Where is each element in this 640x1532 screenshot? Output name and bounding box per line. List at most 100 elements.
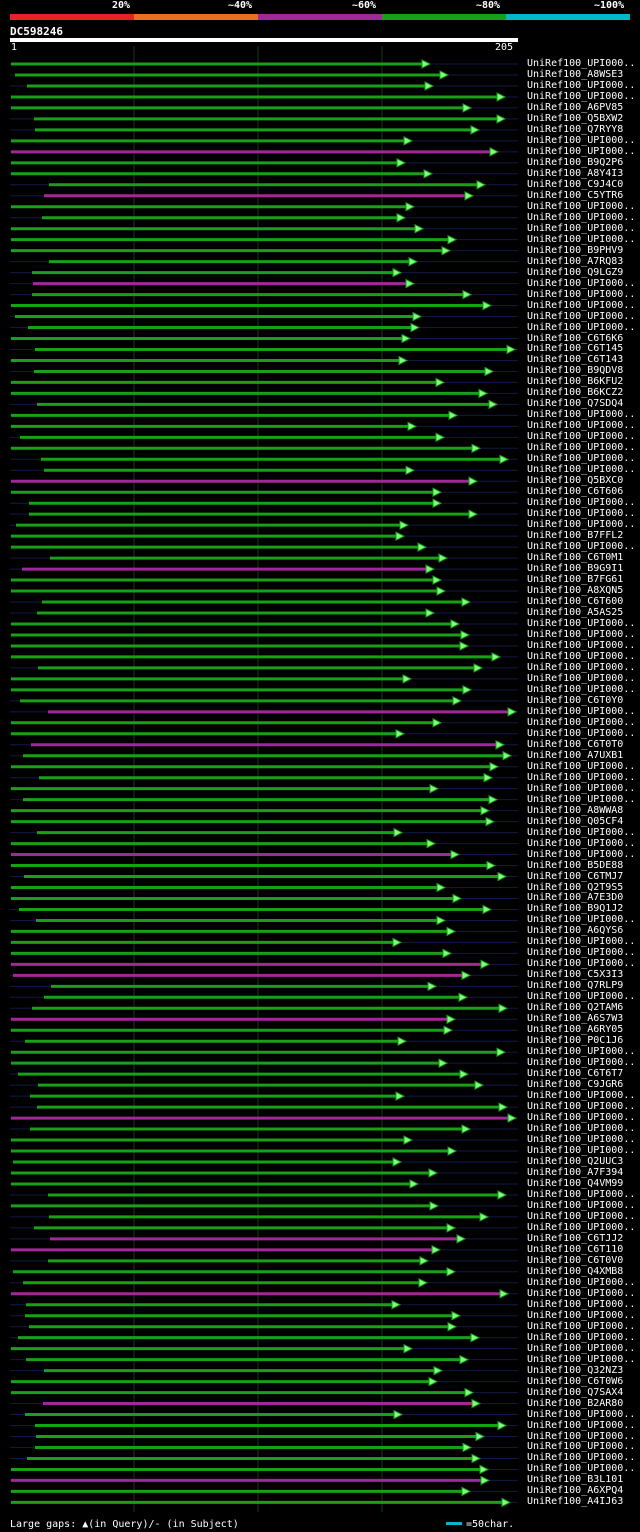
hit-label[interactable]: UniRef100_UPI000.. — [527, 1320, 636, 1332]
hit-label[interactable]: UniRef100_Q05CF4 — [527, 815, 624, 827]
hit-label[interactable]: UniRef100_B3L101 — [527, 1474, 624, 1486]
hit-label[interactable]: UniRef100_B7FFL2 — [527, 530, 624, 542]
hit-label[interactable]: UniRef100_UPI000.. — [527, 211, 636, 223]
hit-label[interactable]: UniRef100_UPI000.. — [527, 508, 636, 520]
hit-label[interactable]: UniRef100_C6T606 — [527, 486, 624, 498]
hit-label[interactable]: UniRef100_UPI000.. — [527, 1463, 636, 1475]
hit-label[interactable]: UniRef100_UPI000.. — [527, 79, 636, 91]
hit-label[interactable]: UniRef100_UPI000.. — [527, 1046, 636, 1058]
hit-label[interactable]: UniRef100_UPI000.. — [527, 145, 636, 157]
hit-label[interactable]: UniRef100_UPI000.. — [527, 1452, 636, 1464]
hit-label[interactable]: UniRef100_Q32NZ3 — [527, 1364, 624, 1376]
hit-label[interactable]: UniRef100_C6TJJ2 — [527, 1232, 624, 1244]
hit-label[interactable]: UniRef100_A6QYS6 — [527, 925, 624, 937]
hit-label[interactable]: UniRef100_B9G9I1 — [527, 563, 624, 575]
hit-label[interactable]: UniRef100_UPI000.. — [527, 672, 636, 684]
hit-label[interactable]: UniRef100_UPI000.. — [527, 1123, 636, 1135]
hit-label[interactable]: UniRef100_A7UXB1 — [527, 749, 624, 761]
hit-label[interactable]: UniRef100_Q4XMB8 — [527, 1265, 624, 1277]
hit-label[interactable]: UniRef100_C6T6K6 — [527, 332, 624, 344]
hit-label[interactable]: UniRef100_A6RY05 — [527, 1024, 624, 1036]
hit-label[interactable]: UniRef100_B6KFU2 — [527, 376, 624, 388]
hit-label[interactable]: UniRef100_UPI000.. — [527, 848, 636, 860]
hit-label[interactable]: UniRef100_Q5BXW2 — [527, 112, 624, 124]
hit-label[interactable]: UniRef100_B5DE88 — [527, 859, 624, 871]
hit-label[interactable]: UniRef100_Q7SAX4 — [527, 1386, 624, 1398]
hit-label[interactable]: UniRef100_UPI000.. — [527, 617, 636, 629]
hit-label[interactable]: UniRef100_C6T0T0 — [527, 738, 624, 750]
hit-label[interactable]: UniRef100_UPI000.. — [527, 639, 636, 651]
hit-label[interactable]: UniRef100_UPI000.. — [527, 90, 636, 102]
hit-label[interactable]: UniRef100_UPI000.. — [527, 705, 636, 717]
hit-label[interactable]: UniRef100_UPI000.. — [527, 1210, 636, 1222]
hit-label[interactable]: UniRef100_UPI000.. — [527, 661, 636, 673]
hit-label[interactable]: UniRef100_UPI000.. — [527, 1101, 636, 1113]
hit-label[interactable]: UniRef100_UPI000.. — [527, 650, 636, 662]
hit-label[interactable]: UniRef100_Q4VM99 — [527, 1177, 624, 1189]
hit-label[interactable]: UniRef100_UPI000.. — [527, 727, 636, 739]
hit-label[interactable]: UniRef100_UPI000.. — [527, 1298, 636, 1310]
hit-label[interactable]: UniRef100_UPI000.. — [527, 771, 636, 783]
hit-label[interactable]: UniRef100_A8XQN5 — [527, 585, 624, 597]
hit-label[interactable]: UniRef100_Q7SDQ4 — [527, 398, 624, 410]
hit-label[interactable]: UniRef100_C6T600 — [527, 596, 624, 608]
hit-label[interactable]: UniRef100_UPI000.. — [527, 299, 636, 311]
hit-label[interactable]: UniRef100_A8WSE3 — [527, 68, 624, 80]
hit-label[interactable]: UniRef100_Q7RLP9 — [527, 980, 624, 992]
hit-label[interactable]: UniRef100_A7E3D0 — [527, 892, 624, 904]
hit-label[interactable]: UniRef100_UPI000.. — [527, 1199, 636, 1211]
hit-label[interactable]: UniRef100_A8WWA8 — [527, 804, 624, 816]
hit-label[interactable]: UniRef100_Q2T9S5 — [527, 881, 624, 893]
hit-label[interactable]: UniRef100_A6PV85 — [527, 101, 624, 113]
hit-label[interactable]: UniRef100_Q9LGZ9 — [527, 266, 624, 278]
hit-label[interactable]: UniRef100_C6T110 — [527, 1243, 624, 1255]
hit-label[interactable]: UniRef100_UPI000.. — [527, 1287, 636, 1299]
hit-label[interactable]: UniRef100_UPI000.. — [527, 947, 636, 959]
hit-label[interactable]: UniRef100_UPI000.. — [527, 914, 636, 926]
hit-label[interactable]: UniRef100_UPI000.. — [527, 1342, 636, 1354]
hit-label[interactable]: UniRef100_UPI000.. — [527, 442, 636, 454]
hit-label[interactable]: UniRef100_UPI000.. — [527, 310, 636, 322]
hit-label[interactable]: UniRef100_UPI000.. — [527, 1331, 636, 1343]
hit-label[interactable]: UniRef100_C6T0W6 — [527, 1375, 624, 1387]
hit-label[interactable]: UniRef100_UPI000.. — [527, 793, 636, 805]
hit-label[interactable]: UniRef100_UPI000.. — [527, 541, 636, 553]
hit-label[interactable]: UniRef100_B9QDV8 — [527, 365, 624, 377]
hit-label[interactable]: UniRef100_UPI000.. — [527, 958, 636, 970]
hit-label[interactable]: UniRef100_UPI000.. — [527, 321, 636, 333]
hit-label[interactable]: UniRef100_UPI000.. — [527, 1353, 636, 1365]
hit-label[interactable]: UniRef100_UPI000.. — [527, 420, 636, 432]
hit-label[interactable]: UniRef100_Q2TAM6 — [527, 1002, 624, 1014]
hit-label[interactable]: UniRef100_UPI000.. — [527, 837, 636, 849]
hit-label[interactable]: UniRef100_A7RQ83 — [527, 255, 624, 267]
hit-label[interactable]: UniRef100_C6T0Y0 — [527, 694, 624, 706]
hit-label[interactable]: UniRef100_B9PHV9 — [527, 244, 624, 256]
hit-label[interactable]: UniRef100_UPI000.. — [527, 409, 636, 421]
hit-label[interactable]: UniRef100_UPI000.. — [527, 1441, 636, 1453]
hit-label[interactable]: UniRef100_UPI000.. — [527, 1145, 636, 1157]
hit-label[interactable]: UniRef100_UPI000.. — [527, 453, 636, 465]
hit-label[interactable]: UniRef100_P0C1J6 — [527, 1035, 624, 1047]
hit-label[interactable]: UniRef100_B7FG61 — [527, 574, 624, 586]
hit-label[interactable]: UniRef100_UPI000.. — [527, 936, 636, 948]
hit-label[interactable]: UniRef100_A5AS25 — [527, 607, 624, 618]
hit-label[interactable]: UniRef100_B6KCZ2 — [527, 387, 624, 399]
hit-label[interactable]: UniRef100_UPI000.. — [527, 1408, 636, 1420]
hit-label[interactable]: UniRef100_UPI000.. — [527, 1134, 636, 1146]
hit-label[interactable]: UniRef100_UPI000.. — [527, 222, 636, 234]
hit-label[interactable]: UniRef100_UPI000.. — [527, 716, 636, 728]
hit-label[interactable]: UniRef100_C6T143 — [527, 354, 624, 366]
hit-label[interactable]: UniRef100_B9Q1J2 — [527, 903, 624, 915]
hit-label[interactable]: UniRef100_UPI000.. — [527, 288, 636, 300]
hit-label[interactable]: UniRef100_UPI000.. — [527, 277, 636, 289]
hit-label[interactable]: UniRef100_UPI000.. — [527, 497, 636, 509]
hit-label[interactable]: UniRef100_UPI000.. — [527, 519, 636, 531]
hit-label[interactable]: UniRef100_UPI000.. — [527, 1309, 636, 1321]
hit-label[interactable]: UniRef100_C5X3I3 — [527, 969, 624, 981]
hit-label[interactable]: UniRef100_C6T145 — [527, 343, 624, 355]
hit-label[interactable]: UniRef100_UPI000.. — [527, 200, 636, 212]
hit-label[interactable]: UniRef100_UPI000.. — [527, 760, 636, 772]
hit-label[interactable]: UniRef100_UPI000.. — [527, 991, 636, 1003]
hit-label[interactable]: UniRef100_A7F394 — [527, 1166, 624, 1178]
hit-label[interactable]: UniRef100_UPI000.. — [527, 431, 636, 443]
